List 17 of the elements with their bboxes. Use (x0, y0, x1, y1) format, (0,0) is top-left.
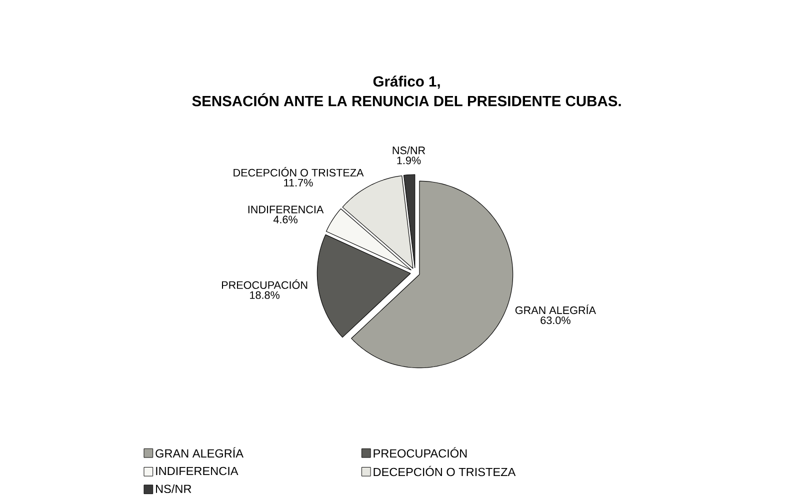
data-label: 4.6% (273, 216, 298, 224)
legend-label: GRAN ALEGRÍA (156, 447, 244, 458)
legend-label: INDIFERENCIA (156, 466, 238, 476)
data-label: 63.0% (540, 316, 570, 324)
legend-label: DECEPCIÓN O TRISTEZA (374, 466, 516, 476)
slice-label: DECEPCIÓN O TRISTEZA (234, 166, 364, 176)
chart-subtitle: SENSACIÓN ANTE LA RENUNCIA DEL PRESIDENTE CUBAS. (192, 92, 621, 106)
chart-title: Gráfico 1, (373, 76, 440, 89)
slice-label: NS/NR (392, 146, 426, 154)
slice-label: INDIFERENCIA (248, 206, 324, 214)
legend-label: NS/NR (156, 484, 192, 493)
legend-label: PREOCUPACIÓN (374, 447, 467, 458)
data-label: 11.7% (284, 178, 313, 186)
slice-label: PREOCUPACIÓN (222, 279, 308, 289)
data-label: 18.8% (250, 291, 280, 299)
data-label: 1.9% (397, 156, 421, 164)
slice-label: GRAN ALEGRÍA (515, 304, 596, 314)
